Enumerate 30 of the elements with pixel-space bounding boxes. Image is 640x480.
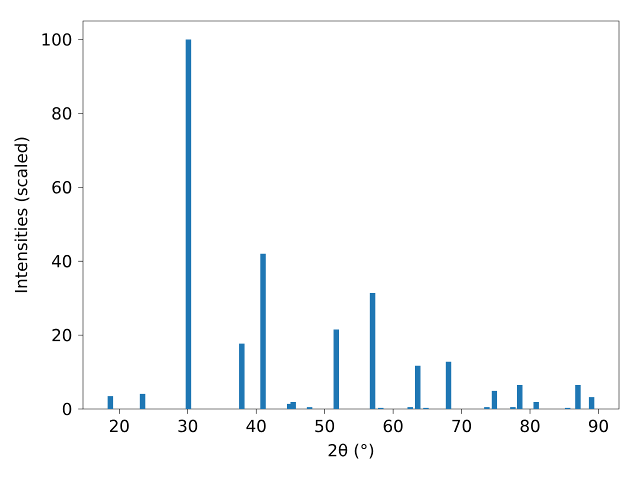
bar [334,330,340,409]
y-tick-label: 40 [52,254,72,268]
bar [575,384,581,409]
bar [108,396,114,409]
y-tick-label: 100 [42,33,72,46]
x-tick-label: 60 [384,420,403,432]
x-tick-label: 50 [315,420,334,432]
x-tick-label: 90 [588,420,608,432]
bar [588,397,594,409]
x-tick-label: 70 [452,420,472,432]
y-tick-label: 20 [52,328,72,342]
x-tick-label: 20 [110,420,129,432]
bar [239,344,245,409]
bar [415,366,420,409]
y-tick-label: 80 [52,107,72,120]
y-tick-label: 0 [62,402,72,416]
bar [140,394,146,409]
bar [492,390,498,409]
bar [260,254,266,409]
bar [370,292,376,409]
y-axis-title: Intensities (scaled) [14,138,30,292]
bar [446,362,452,409]
x-axis-title: 2θ (°) [328,444,374,458]
x-tick-label: 40 [246,420,266,432]
y-tick-label: 60 [52,181,72,194]
bar [533,402,539,409]
bar [186,39,192,409]
bar [290,402,296,409]
x-tick-label: 80 [520,420,540,432]
x-tick-label: 30 [178,420,198,432]
